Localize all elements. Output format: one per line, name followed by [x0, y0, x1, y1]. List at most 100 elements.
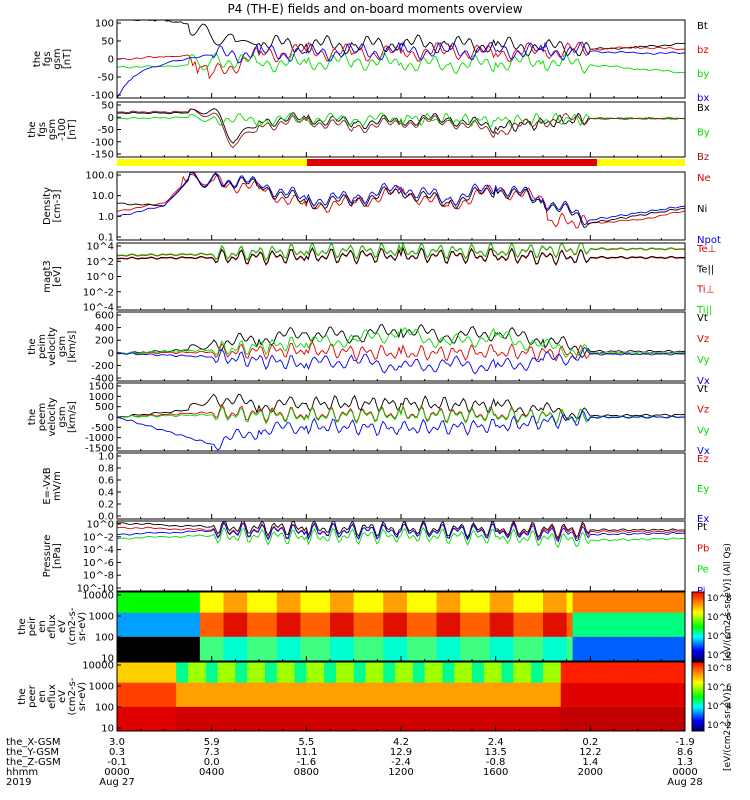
heatmap-cell — [365, 592, 372, 613]
heatmap-cell — [406, 612, 414, 637]
heatmap-cell — [276, 592, 284, 613]
heatmap-cell — [537, 706, 544, 731]
heatmap-cell — [572, 682, 579, 707]
heatmap-cell — [507, 636, 514, 661]
heatmap-cell — [619, 636, 627, 661]
heatmap-cell — [495, 682, 503, 707]
heatmap-cell — [253, 612, 260, 637]
heatmap-cell — [318, 612, 325, 637]
heatmap-cell — [619, 592, 627, 613]
heatmap-cell — [590, 662, 597, 683]
ephemeris-value: 1200 — [388, 767, 413, 778]
heatmap-cell — [525, 682, 532, 707]
heatmap-cell — [335, 706, 343, 731]
heatmap-cell — [519, 636, 526, 661]
heatmap-cell — [324, 682, 331, 707]
heatmap-cell — [548, 612, 556, 637]
y-tick-label: 10 — [101, 724, 114, 735]
heatmap-cell — [655, 636, 662, 661]
legend-entry: Pb — [697, 543, 709, 554]
heatmap-cell — [223, 592, 230, 613]
heatmap-cell — [489, 662, 497, 683]
heatmap-cell — [661, 706, 668, 731]
heatmap-cell — [395, 682, 402, 707]
heatmap-cell — [519, 662, 526, 683]
heatmap-cell — [193, 636, 201, 661]
heatmap-cell — [483, 592, 491, 613]
heatmap-cell — [152, 612, 159, 637]
ephemeris-value: 1.4 — [582, 757, 598, 768]
heatmap-cell — [430, 612, 437, 637]
heatmap-cell — [614, 682, 621, 707]
heatmap-cell — [134, 592, 142, 613]
heatmap-cell — [477, 706, 485, 731]
panel-frame — [116, 101, 686, 158]
y-tick-label: 10 — [101, 654, 114, 665]
colorbar — [691, 591, 705, 662]
heatmap-cell — [170, 662, 177, 683]
heatmap-cell — [566, 612, 574, 637]
legend-entry: Ex — [697, 514, 709, 525]
heatmap-cell — [655, 682, 662, 707]
heatmap-cell — [454, 612, 461, 637]
heatmap-cell — [371, 592, 378, 613]
legend-entry: Te|| — [696, 264, 714, 275]
panel-y-label: gsm — [47, 119, 58, 140]
panel-y-label: eflux — [47, 614, 58, 639]
heatmap-cell — [590, 682, 597, 707]
heatmap-cell — [436, 706, 443, 731]
heatmap-cell — [501, 706, 508, 731]
heatmap-cell — [679, 612, 686, 637]
legend-entry: Vx — [697, 376, 710, 387]
heatmap-cell — [578, 612, 585, 637]
heatmap-cell — [324, 636, 331, 661]
panel-y-label: gsm — [57, 336, 68, 357]
panel-y-label: the — [27, 121, 38, 137]
heatmap-cell — [412, 612, 420, 637]
heatmap-cell — [637, 682, 645, 707]
heatmap-cell — [359, 706, 366, 731]
heatmap-cell — [140, 636, 148, 661]
panel-frame — [116, 171, 686, 241]
panel-y-label: eflux — [47, 684, 58, 709]
legend-entry: Npot — [697, 235, 721, 246]
y-tick-label: 10^0 — [87, 520, 114, 531]
heatmap-cell — [205, 592, 213, 613]
heatmap-cell — [193, 682, 201, 707]
heatmap-cell — [211, 612, 219, 637]
series-line — [116, 520, 685, 539]
heatmap-cell — [614, 612, 621, 637]
heatmap-cell — [477, 592, 485, 613]
heatmap-cell — [211, 636, 219, 661]
heatmap-cell — [324, 612, 331, 637]
heatmap-cell — [472, 636, 479, 661]
heatmap-cell — [631, 682, 639, 707]
y-tick-label: -400 — [91, 374, 114, 385]
heatmap-cell — [537, 636, 544, 661]
heatmap-cell — [146, 636, 153, 661]
heatmap-cell — [543, 612, 550, 637]
ephemeris-value: 7.3 — [204, 747, 220, 758]
y-tick-label: 0.6 — [98, 476, 114, 487]
heatmap-cell — [584, 662, 591, 683]
heatmap-cell — [661, 612, 668, 637]
legend-entry: By — [697, 128, 710, 139]
heatmap-cell — [335, 662, 343, 683]
heatmap-cell — [235, 682, 242, 707]
mode-status-bar — [117, 159, 685, 166]
heatmap-cell — [602, 662, 609, 683]
heatmap-cell — [608, 592, 615, 613]
heatmap-cell — [631, 662, 639, 683]
legend-entry: Vy — [697, 355, 710, 366]
heatmap-cell — [389, 612, 396, 637]
ephemeris-value: 8.6 — [677, 747, 693, 758]
ephemeris-value: 3.0 — [109, 737, 125, 748]
heatmap-cell — [253, 636, 260, 661]
heatmap-cell — [543, 682, 550, 707]
heatmap-cell — [649, 636, 656, 661]
heatmap-cell — [122, 706, 130, 731]
heatmap-cell — [614, 662, 621, 683]
heatmap-cell — [353, 706, 361, 731]
heatmap-cell — [217, 682, 224, 707]
